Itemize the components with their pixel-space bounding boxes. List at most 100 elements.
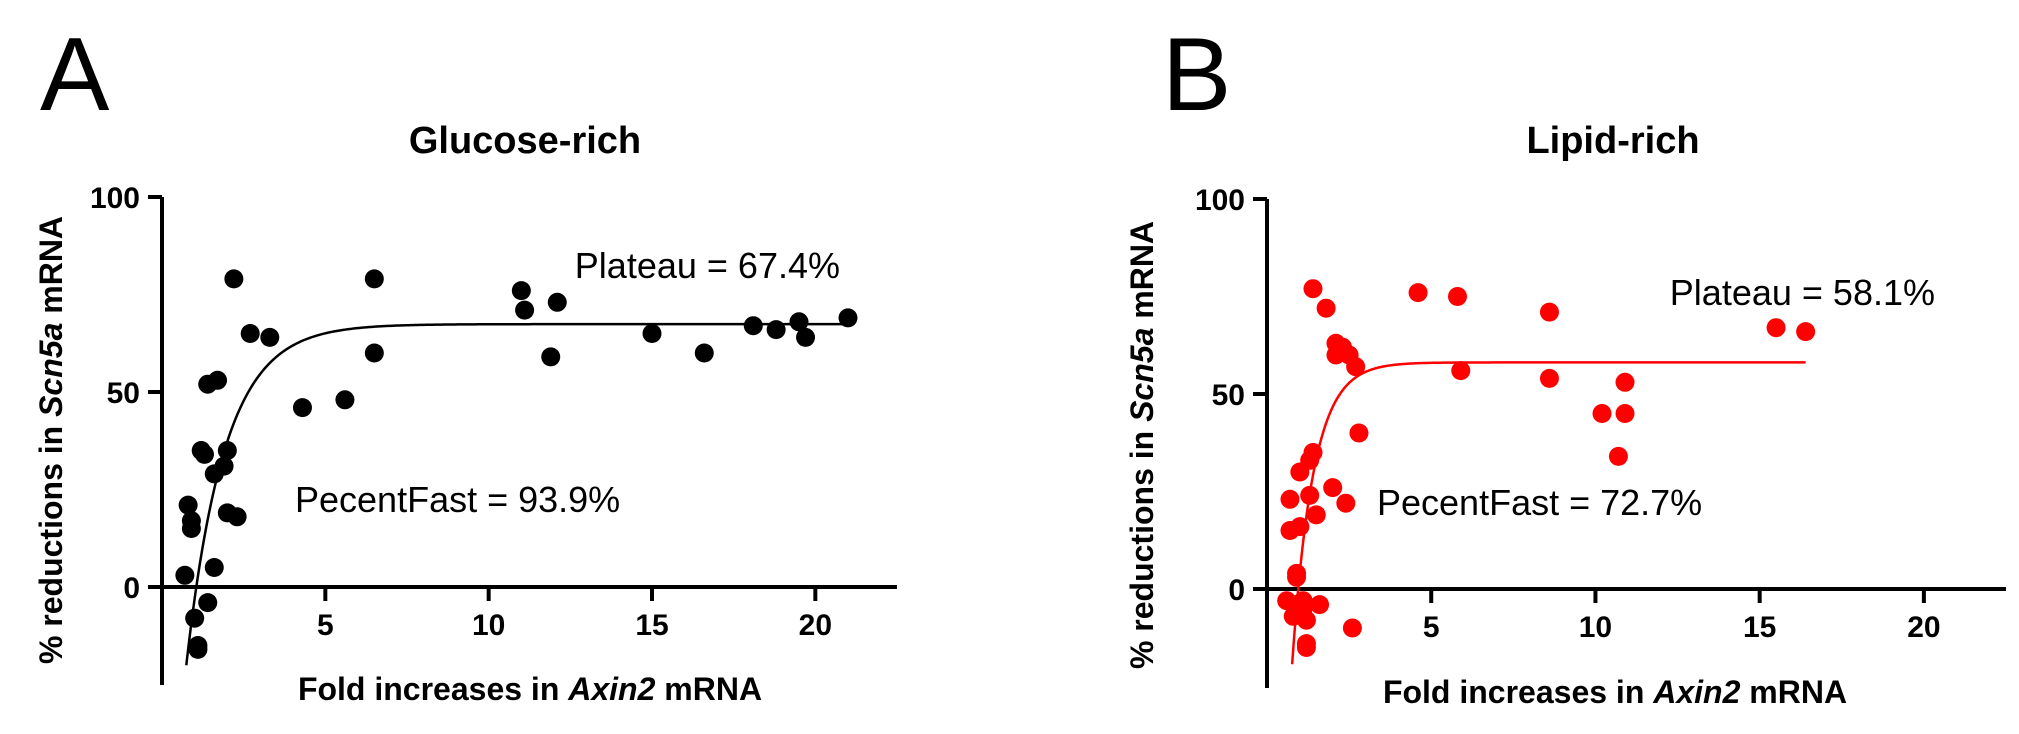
data-point-b-31 — [1447, 287, 1467, 306]
data-point-a-33 — [789, 312, 809, 332]
data-point-b-7 — [1290, 517, 1310, 537]
x-tick-label-a-10: 10 — [472, 609, 505, 642]
data-point-a-23 — [364, 269, 384, 289]
data-point-b-35 — [1592, 404, 1612, 423]
y-axis-label-a: % reductions in Scn5a mRNA — [33, 216, 69, 664]
data-point-b-20 — [1316, 298, 1336, 318]
data-point-b-40 — [1796, 322, 1816, 342]
panel-a: A Glucose-rich 0 50 100 5 10 15 20 Plateau = 6… — [0, 0, 1000, 734]
data-point-b-1 — [1280, 489, 1300, 509]
x-tick-label-a-5: 5 — [317, 609, 334, 642]
chart-title-a: Glucose-rich — [409, 120, 641, 162]
data-point-a-25 — [511, 281, 531, 301]
plateau-annotation-a: Plateau = 67.4% — [575, 245, 840, 286]
y-axis-label-a-gene: Scn5a — [33, 323, 69, 417]
data-point-b-27 — [1342, 618, 1362, 638]
data-point-a-19 — [240, 324, 260, 343]
x-tick-label-b-15: 15 — [1743, 611, 1776, 644]
x-axis-label-b-part1: Fold increases in — [1383, 674, 1653, 710]
x-axis-label-a-part3: mRNA — [655, 671, 762, 707]
data-point-b-33 — [1539, 302, 1559, 322]
data-point-a-24 — [364, 343, 384, 363]
data-point-a-9 — [198, 593, 218, 613]
data-point-b-28 — [1346, 357, 1366, 377]
data-point-b-5 — [1287, 563, 1307, 583]
data-point-b-32 — [1451, 361, 1471, 381]
data-point-a-22 — [335, 390, 355, 410]
data-point-a-15 — [217, 441, 237, 460]
panel-b: B Lipid-rich 0 50 100 5 10 15 20 Plateau = 58.… — [1010, 0, 2019, 734]
x-axis-label-b-gene: Axin2 — [1652, 674, 1740, 710]
data-point-a-28 — [547, 292, 567, 312]
x-tick-label-b-10: 10 — [1579, 611, 1612, 644]
data-point-b-34 — [1539, 368, 1559, 388]
y-axis-label-a-part1: % reductions in — [33, 417, 69, 664]
data-point-a-30 — [694, 343, 714, 363]
data-point-a-27 — [541, 347, 561, 367]
x-tick-label-b-20: 20 — [1907, 611, 1940, 644]
y-axis-label-a-part3: mRNA — [33, 216, 69, 323]
x-axis-label-b: Fold increases in Axin2 mRNA — [1383, 674, 1847, 710]
data-point-b-12 — [1296, 638, 1316, 657]
data-point-a-11 — [204, 558, 224, 577]
data-point-a-21 — [292, 398, 312, 418]
data-point-b-16 — [1303, 279, 1323, 299]
data-point-b-19 — [1310, 595, 1330, 615]
data-point-a-0 — [175, 565, 195, 585]
data-point-a-18 — [227, 507, 247, 527]
plot-area-b: 0 50 100 5 10 15 20 — [1195, 184, 2006, 688]
y-tick-label-a-100: 100 — [90, 182, 140, 215]
data-point-b-17 — [1303, 443, 1323, 462]
y-axis-label-b-part1: % reductions in — [1124, 422, 1160, 669]
y-tick-label-b-50: 50 — [1212, 379, 1245, 412]
chart-lipid-rich: B Lipid-rich 0 50 100 5 10 15 20 Plateau = 58.… — [1124, 17, 2006, 710]
plateau-annotation-b: Plateau = 58.1% — [1670, 272, 1935, 313]
data-point-a-20 — [260, 327, 280, 347]
data-point-a-34 — [796, 327, 816, 347]
data-point-b-38 — [1615, 404, 1635, 423]
data-point-b-18 — [1306, 505, 1326, 525]
x-tick-label-b-5: 5 — [1423, 611, 1440, 644]
data-point-a-1 — [178, 495, 198, 515]
x-axis-label-a-part1: Fold increases in — [298, 671, 568, 707]
data-point-a-35 — [838, 308, 858, 328]
data-point-b-37 — [1615, 372, 1635, 392]
percent-fast-annotation-a: PecentFast = 93.9% — [295, 479, 620, 520]
data-point-a-17 — [224, 269, 244, 289]
data-point-a-31 — [743, 316, 763, 336]
data-point-b-15 — [1300, 485, 1320, 505]
y-axis-label-b-part3: mRNA — [1124, 221, 1160, 328]
x-axis-label-b-part3: mRNA — [1740, 674, 1847, 710]
panel-letter-b: B — [1162, 17, 1231, 133]
data-point-a-8 — [194, 444, 214, 464]
chart-title-b: Lipid-rich — [1526, 120, 1699, 162]
data-point-b-21 — [1323, 478, 1343, 498]
data-point-a-3 — [181, 519, 201, 538]
plot-area-a: 0 50 100 5 10 15 20 — [90, 182, 897, 685]
data-point-b-30 — [1408, 283, 1428, 303]
data-point-a-14 — [214, 456, 234, 476]
y-tick-label-b-100: 100 — [1195, 184, 1245, 217]
percent-fast-annotation-b: PecentFast = 72.7% — [1377, 482, 1702, 523]
x-axis-label-a: Fold increases in Axin2 mRNA — [298, 671, 762, 707]
y-tick-label-b-0: 0 — [1228, 574, 1245, 607]
x-axis-label-a-gene: Axin2 — [567, 671, 655, 707]
y-tick-label-a-50: 50 — [107, 377, 140, 410]
data-point-a-32 — [766, 320, 786, 340]
data-point-a-26 — [515, 300, 535, 320]
chart-glucose-rich: A Glucose-rich 0 50 100 5 10 15 20 Plateau = 6… — [33, 17, 897, 707]
data-point-b-29 — [1349, 423, 1369, 443]
data-point-b-36 — [1608, 446, 1628, 466]
x-tick-label-a-15: 15 — [635, 609, 668, 642]
panel-letter-a: A — [40, 17, 110, 133]
fit-curve-b — [1290, 361, 1806, 665]
data-point-a-6 — [188, 639, 208, 659]
fit-curve-a — [185, 322, 848, 666]
data-point-a-13 — [208, 370, 228, 390]
y-tick-label-a-0: 0 — [123, 572, 140, 605]
y-axis-label-b: % reductions in Scn5a mRNA — [1124, 221, 1160, 669]
data-point-a-4 — [185, 608, 205, 628]
data-point-b-25 — [1336, 493, 1356, 513]
data-point-a-29 — [642, 324, 662, 343]
x-tick-label-a-20: 20 — [799, 609, 832, 642]
